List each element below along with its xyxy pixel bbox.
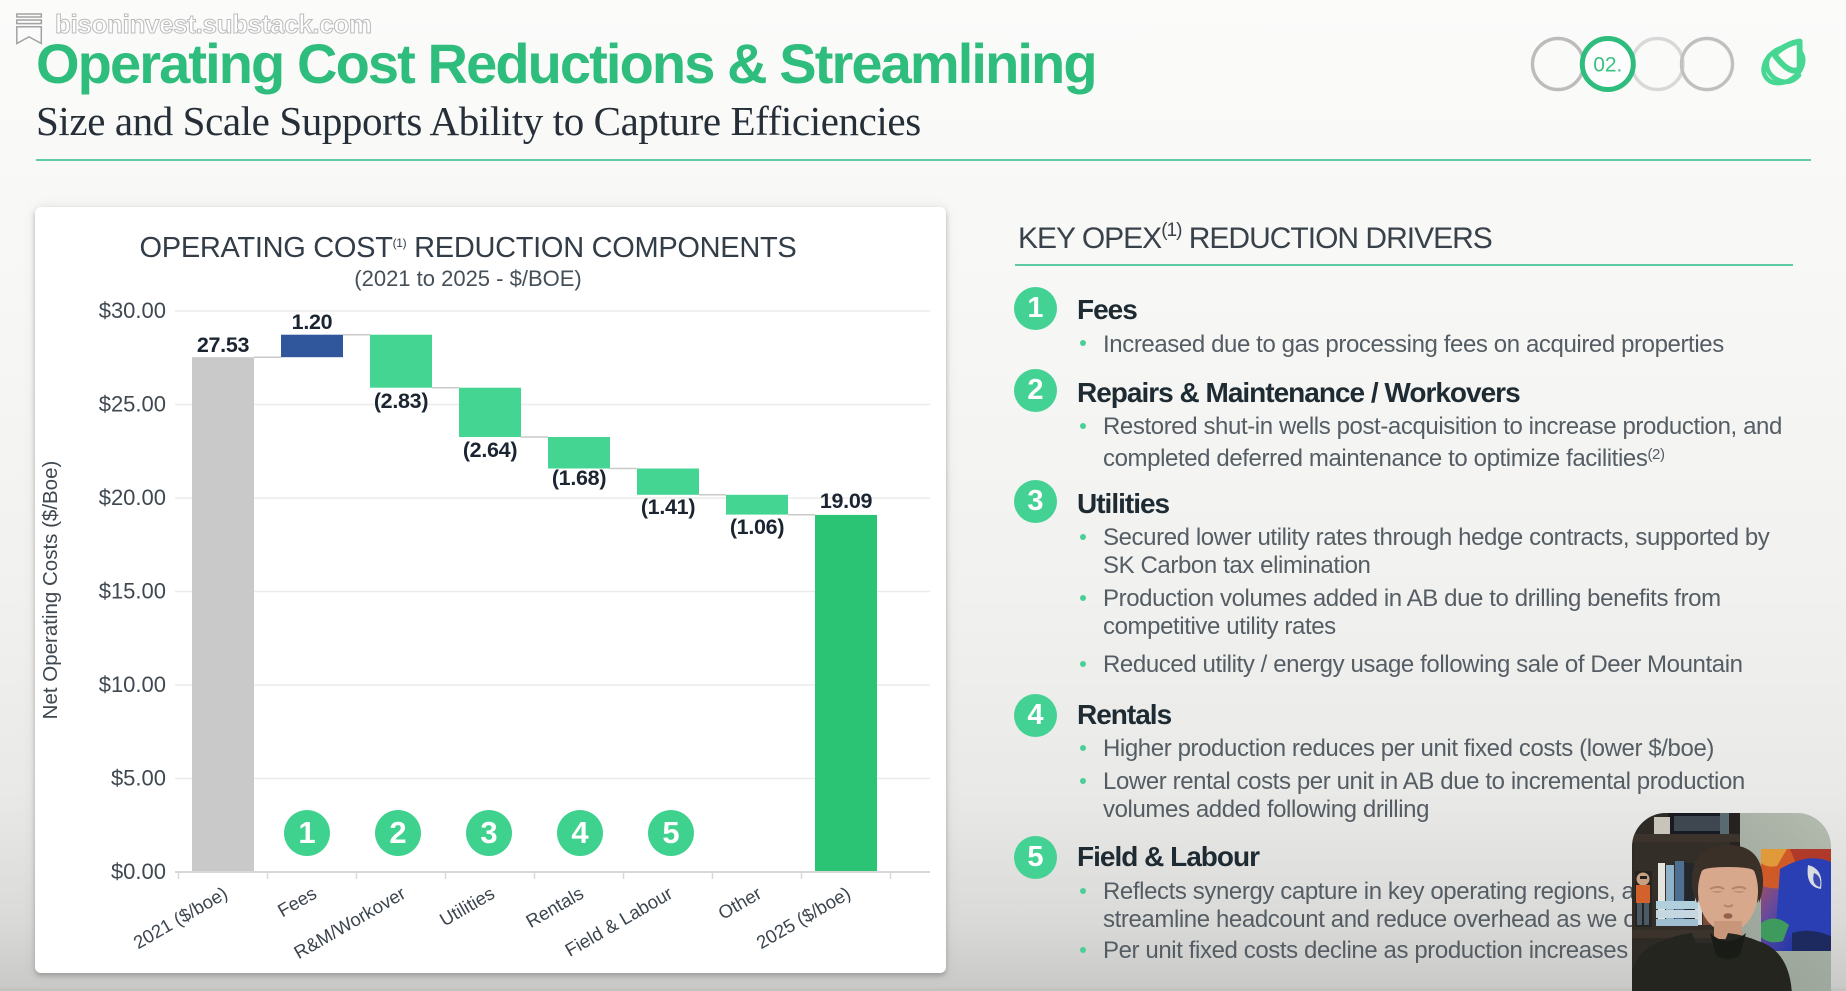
svg-text:Rentals: Rentals <box>522 882 587 932</box>
svg-text:19.09: 19.09 <box>820 489 873 513</box>
svg-text:(2021 to 2025 - $/BOE): (2021 to 2025 - $/BOE) <box>354 266 581 291</box>
svg-text:(1.06): (1.06) <box>730 515 785 539</box>
svg-text:Utilities: Utilities <box>436 882 498 930</box>
svg-text:(1.68): (1.68) <box>552 466 607 490</box>
svg-text:$25.00: $25.00 <box>99 392 166 417</box>
svg-text:02.: 02. <box>1593 54 1622 77</box>
svg-text:2021 ($/boe): 2021 ($/boe) <box>130 882 231 953</box>
svg-text:2025 ($/boe): 2025 ($/boe) <box>753 882 854 953</box>
svg-text:Fees: Fees <box>274 882 320 921</box>
svg-text:1.20: 1.20 <box>292 310 333 334</box>
svg-text:(2.83): (2.83) <box>374 389 429 413</box>
svg-text:27.53: 27.53 <box>197 333 250 357</box>
svg-text:$30.00: $30.00 <box>99 298 166 323</box>
svg-text:$0.00: $0.00 <box>111 859 166 884</box>
svg-text:$10.00: $10.00 <box>99 672 166 697</box>
svg-text:2: 2 <box>389 815 406 850</box>
svg-text:5: 5 <box>662 815 679 850</box>
svg-text:(1.41): (1.41) <box>641 495 696 519</box>
svg-text:(2.64): (2.64) <box>463 438 518 462</box>
svg-text:1: 1 <box>298 815 315 850</box>
svg-text:3: 3 <box>480 815 497 850</box>
svg-text:OPERATING COST(1) REDUCTION CO: OPERATING COST(1) REDUCTION COMPONENTS <box>140 232 797 264</box>
svg-text:4: 4 <box>571 815 589 850</box>
svg-text:Net Operating Costs ($/Boe): Net Operating Costs ($/Boe) <box>39 461 62 720</box>
svg-text:$20.00: $20.00 <box>99 485 166 510</box>
svg-text:$15.00: $15.00 <box>99 579 166 604</box>
svg-text:$5.00: $5.00 <box>111 766 166 791</box>
svg-text:Other: Other <box>714 882 765 923</box>
